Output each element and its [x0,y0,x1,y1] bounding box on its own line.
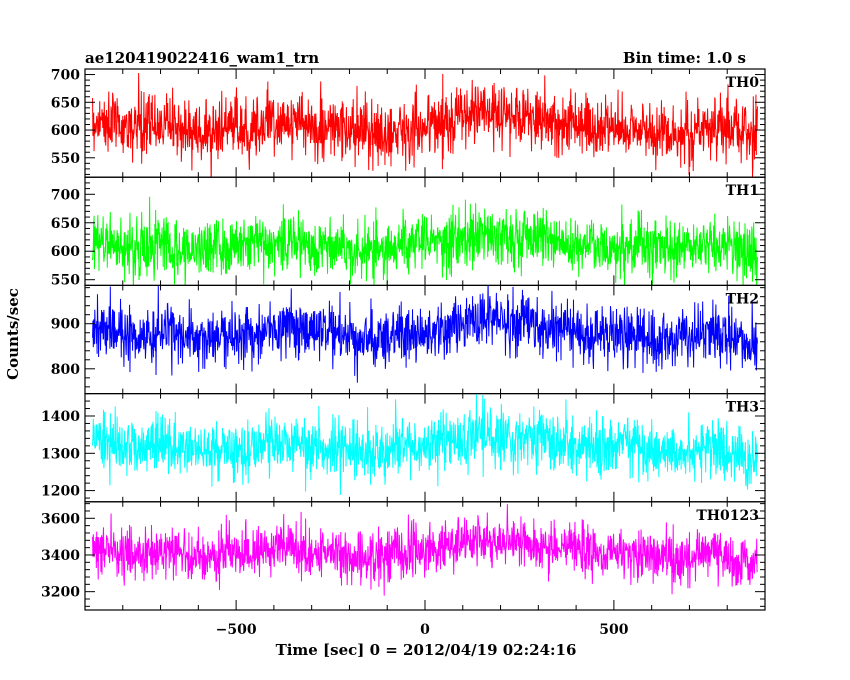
panel-label: TH1 [726,183,759,199]
y-tick-label: 3600 [41,511,80,527]
y-tick-label: 1200 [41,484,80,500]
panel-label: TH3 [726,400,759,416]
series-th2 [92,285,758,383]
y-tick-label: 550 [51,273,80,289]
x-tick-label: 500 [599,622,628,638]
y-tick-label: 900 [51,317,80,333]
y-tick-label: 1300 [41,446,80,462]
y-tick-label: 550 [51,151,80,167]
panel-th2: 800 900 TH2 [51,284,766,395]
panel-label: TH2 [726,291,759,307]
y-tick-label: 600 [51,123,80,139]
y-tick-label: 3200 [41,585,80,601]
panel-label: TH0 [726,75,760,91]
x-axis: −500 0 500 [216,622,629,638]
x-tick-label: 0 [420,622,430,638]
y-tick-label: 800 [51,362,80,378]
series-th1 [92,196,758,286]
chart-title: ae120419022416_wam1_trn [85,49,319,67]
series-th0123 [92,504,758,596]
panel-label: TH0123 [696,508,759,524]
y-tick-label: 600 [51,244,80,260]
series-th3 [92,393,758,496]
series-th0 [92,73,758,178]
panels-group: 550 600 650 700 TH0 550 600 650 700 TH1 800 900 TH2 1… [41,68,766,611]
x-tick-label: −500 [216,622,257,638]
x-axis-label: Time [sec] 0 = 2012/04/19 02:24:16 [276,641,577,659]
y-tick-label: 1400 [41,409,80,425]
y-tick-label: 700 [51,187,80,203]
bin-time-label: Bin time: 1.0 s [623,49,746,67]
panel-th0123: 3200 3400 3600 TH0123 [41,501,766,611]
y-axis-label: Counts/sec [4,288,22,380]
y-tick-label: 3400 [41,548,80,564]
panel-th3: 1200 1300 1400 TH3 [41,393,766,503]
y-tick-label: 650 [51,95,80,111]
y-tick-label: 700 [51,68,80,84]
y-tick-label: 650 [51,216,80,232]
